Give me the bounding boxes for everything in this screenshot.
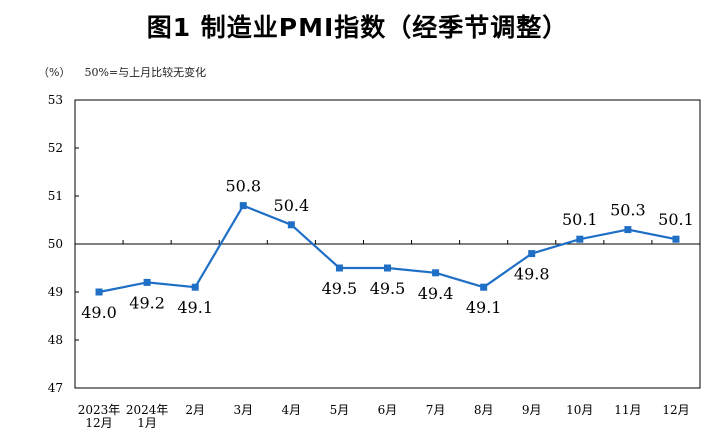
x-axis-ticks (122, 240, 653, 244)
data-labels: 49.0 49.2 49.1 50.8 50.4 49.5 49.5 49.4 49.1 49.8… (81, 177, 694, 322)
data-label: 50.8 (225, 177, 261, 196)
y-tick-label: 50 (48, 237, 63, 251)
data-point-marker (191, 283, 199, 291)
data-label: 49.1 (466, 298, 502, 317)
data-label: 49.1 (177, 298, 213, 317)
data-label: 49.4 (418, 284, 454, 303)
y-axis-labels: 47 48 49 50 51 52 53 (48, 93, 63, 395)
y-tick-label: 49 (48, 285, 63, 299)
data-point-marker (384, 264, 391, 272)
data-point-marker (432, 269, 440, 277)
unit-text: （%） (38, 66, 71, 79)
y-tick-label: 48 (48, 333, 63, 347)
x-tick-label: 2月 (185, 403, 205, 417)
data-label: 50.4 (274, 196, 310, 215)
data-label: 50.3 (610, 201, 646, 220)
data-label: 50.1 (562, 210, 598, 229)
x-tick-label: 8月 (474, 403, 494, 417)
x-tick-label: 9月 (522, 403, 542, 417)
reference-note: 50%=与上月比较无变化 (84, 66, 207, 79)
y-tick-label: 51 (48, 189, 63, 203)
chart-title: 图1 制造业PMI指数（经季节调整） (146, 13, 569, 42)
data-point-marker (528, 250, 536, 258)
data-point-marker (239, 202, 247, 210)
data-label: 49.8 (514, 265, 550, 284)
x-tick-label: 7月 (426, 403, 446, 417)
x-tick-label: 6月 (378, 403, 398, 417)
x-tick-label: 3月 (233, 403, 253, 417)
data-point-marker (95, 288, 103, 296)
x-tick-label: 10月 (566, 403, 593, 417)
data-point-marker (672, 235, 680, 243)
data-point-marker (624, 226, 632, 234)
data-label: 50.1 (658, 210, 694, 229)
x-tick-label: 2023年 (78, 403, 121, 417)
x-tick-label: 12月 (662, 403, 689, 417)
unit-label: （%） 50%=与上月比较无变化 (38, 64, 206, 80)
x-tick-label: 12月 (85, 416, 112, 430)
data-point-marker (335, 264, 343, 272)
data-point-marker (287, 221, 295, 229)
y-tick-label: 47 (48, 381, 63, 395)
data-point-marker (480, 283, 488, 291)
data-label: 49.2 (129, 293, 165, 312)
data-label: 49.5 (370, 279, 406, 298)
data-label: 49.5 (322, 279, 358, 298)
y-tick-label: 52 (48, 141, 63, 155)
data-point-markers (95, 202, 680, 296)
x-tick-label: 11月 (614, 403, 641, 417)
x-tick-label: 2024年 (126, 403, 169, 417)
y-tick-label: 53 (48, 93, 63, 107)
plot-area-frame (74, 99, 701, 389)
x-tick-label: 5月 (330, 403, 350, 417)
data-point-marker (143, 278, 151, 286)
x-tick-label: 1月 (137, 416, 157, 430)
data-label: 49.0 (81, 303, 117, 322)
x-tick-label: 4月 (282, 403, 302, 417)
data-point-marker (576, 235, 584, 243)
